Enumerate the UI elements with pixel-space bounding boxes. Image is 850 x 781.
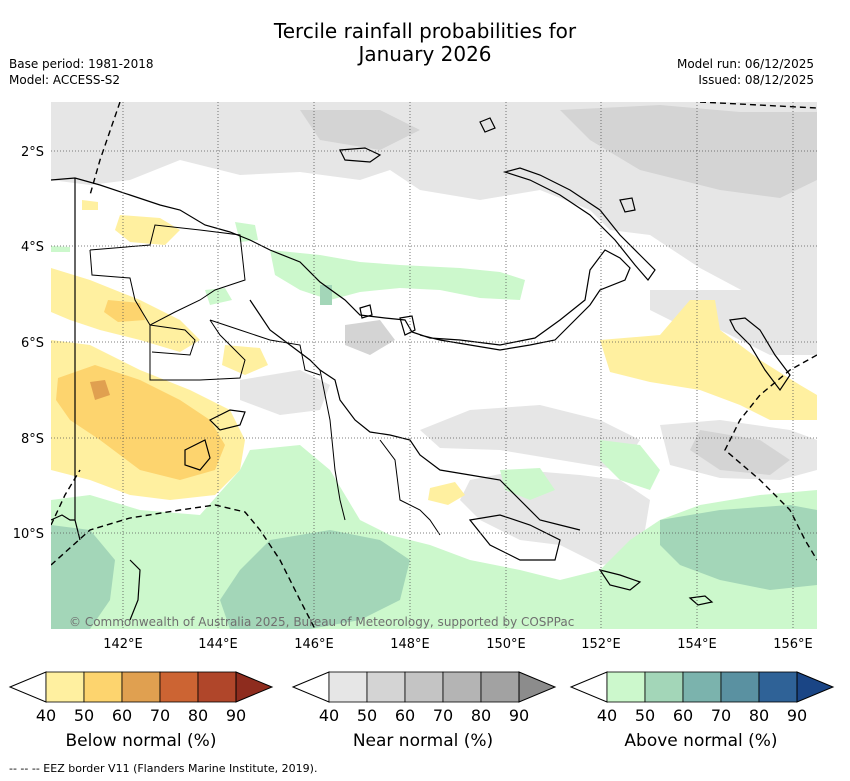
colorbar-segment [758,671,798,703]
lon-label: 150°E [486,637,526,652]
lat-label: 4°S [21,240,44,255]
eez-borders [51,102,817,629]
model-name: Model: ACCESS-S2 [9,73,121,87]
below-normal-label: Below normal (%) [65,731,217,751]
colorbar-segment [644,671,684,703]
colorbar-tick-label: 80 [188,706,208,725]
title-line-2: January 2026 [358,42,492,66]
colorbar-low-extension [291,671,330,703]
colorbar-tick-label: 60 [673,706,693,725]
colorbar-tick-label: 70 [711,706,731,725]
lat-label: 10°S [13,527,44,542]
colorbar-tick-label: 50 [74,706,94,725]
issued-date: Issued: 08/12/2025 [698,73,814,87]
colorbar-tick-label: 60 [112,706,132,725]
lon-label: 154°E [677,637,717,652]
colorbar-tick-label: 90 [226,706,246,725]
near-normal-dark [300,105,817,475]
lon-label: 148°E [390,637,430,652]
colorbar-tick-label: 40 [319,706,339,725]
map-area: © Commonwealth of Australia 2025, Bureau… [51,102,817,629]
colorbar-legends: 40 50 60 70 80 90 40 50 60 70 80 90 40 50 60 70 80 90 [8,671,835,725]
colorbar-low-extension [569,671,608,703]
colorbar-high-extension [518,671,557,703]
colorbar-segment [442,671,482,703]
colorbar-tick-label: 80 [749,706,769,725]
map-title: Tercile rainfall probabilities for Janua… [0,20,850,66]
lat-label: 8°S [21,432,44,447]
colorbar-tick-label: 90 [787,706,807,725]
colorbar-segment [45,671,85,703]
lon-label: 156°E [773,637,813,652]
graticule [51,102,817,629]
colorbar-tick-label: 40 [597,706,617,725]
copyright-notice: © Commonwealth of Australia 2025, Bureau… [69,615,574,629]
title-line-1: Tercile rainfall probabilities for [273,19,577,43]
meta-right: Model run: 06/12/2025 Issued: 08/12/2025 [677,56,814,88]
colorbar-segment [606,671,646,703]
colorbar-segment [404,671,444,703]
colorbar-segment [121,671,161,703]
colorbar-tick-label: 70 [150,706,170,725]
coastlines [51,117,791,621]
meta-left: Base period: 1981-2018 Model: ACCESS-S2 [9,56,154,88]
lon-label: 142°E [103,637,143,652]
colorbar-segment [197,671,237,703]
colorbar-segment [83,671,123,703]
colorbar-tick-label: 60 [395,706,415,725]
above-normal-label: Above normal (%) [624,731,778,751]
colorbar-segment [682,671,722,703]
colorbar-tick-label: 90 [509,706,529,725]
colorbar-low-extension [8,671,47,703]
eez-footnote: -- -- -- EEZ border V11 (Flanders Marine… [9,762,318,775]
lon-label: 146°E [294,637,334,652]
below-normal-regions [51,200,817,505]
lat-label: 2°S [21,145,44,160]
colorbar-high-extension [235,671,274,703]
lon-label: 152°E [581,637,621,652]
lat-label: 6°S [21,336,44,351]
above-normal-regions [51,222,817,629]
colorbar-tick-label: 50 [635,706,655,725]
base-period: Base period: 1981-2018 [9,57,154,71]
colorbar-segment [720,671,760,703]
colorbar-high-extension [796,671,835,703]
colorbar-segment [328,671,368,703]
colorbar-tick-label: 70 [433,706,453,725]
colorbar-segment [366,671,406,703]
colorbar-segment [159,671,199,703]
near-normal-label: Near normal (%) [352,731,494,751]
colorbar-tick-label: 40 [36,706,56,725]
colorbar-tick-label: 80 [471,706,491,725]
lon-label: 144°E [198,637,238,652]
model-run: Model run: 06/12/2025 [676,57,814,71]
colorbar-tick-label: 50 [357,706,377,725]
colorbar-segment [480,671,520,703]
